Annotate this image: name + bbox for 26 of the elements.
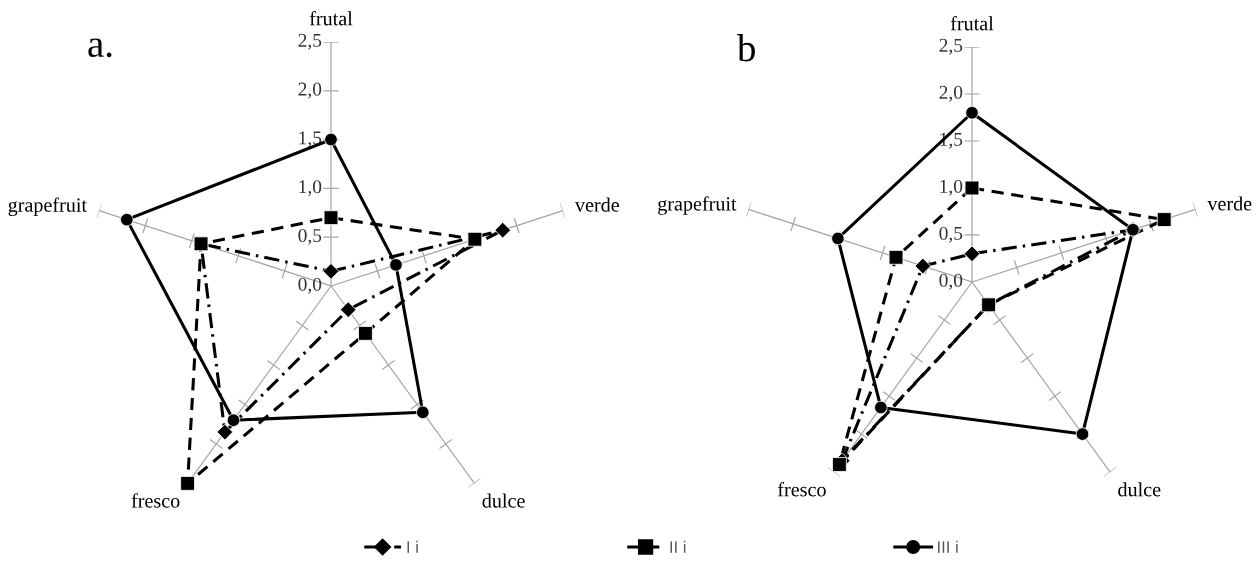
legend-label: I i [407,540,418,553]
y-tick-label: 0,5 [298,228,322,245]
spoke-label: grapefruit [658,196,737,215]
chart-title: a. [88,38,112,58]
spoke-label: dulce [1118,482,1161,497]
y-tick-label: 2,0 [298,82,322,99]
spoke-label: fresco [131,493,180,508]
spoke-label: dulce [482,493,525,508]
spoke-label: verde [574,197,619,212]
y-tick-label: 0,5 [939,226,963,243]
spoke-label: fresco [777,482,826,497]
y-tick-label: 1,0 [299,180,322,197]
legend-label: II i [670,540,686,553]
spoke-label: frutal [309,11,353,26]
y-tick-label: 2,5 [939,38,963,55]
y-tick-label: 2,5 [298,33,322,50]
y-tick-label: 1,0 [940,179,963,196]
spoke-label: verde [1207,196,1252,211]
y-tick-label: 1,5 [299,131,322,148]
chart-title: b [737,34,755,62]
legend-label: III i [938,540,958,553]
y-tick-label: 2,0 [939,85,963,102]
spoke-label: frutal [950,16,994,31]
spoke-label: grapefruit [8,197,87,216]
y-tick-label: 0,0 [298,277,322,294]
y-tick-label: 0,0 [939,273,963,290]
